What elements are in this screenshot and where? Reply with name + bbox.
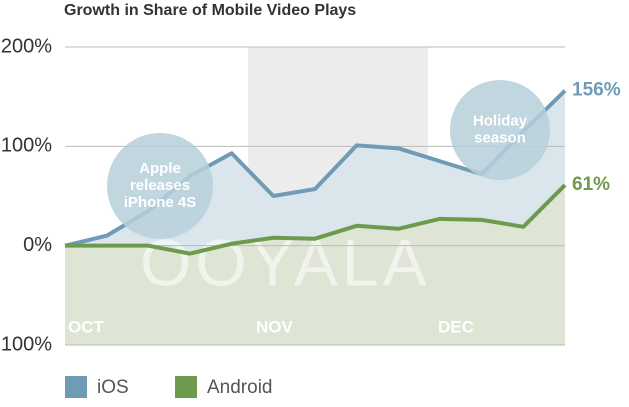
y-tick-label: 100%	[1, 135, 52, 157]
area	[65, 185, 565, 345]
legend-swatch	[175, 376, 197, 398]
legend-swatch	[65, 376, 87, 398]
chart-title: Growth in Share of Mobile Video Plays	[64, 2, 356, 19]
period-label: NOV	[256, 317, 294, 336]
period-label: DEC	[438, 317, 474, 336]
period-label: OCT	[68, 317, 105, 336]
annotation: Apple releases iPhone 4S	[124, 160, 197, 211]
legend-label: iOS	[97, 377, 129, 398]
end-label: 156%	[572, 80, 621, 101]
annotation-bubble	[450, 80, 550, 180]
y-tick-label: 100%	[1, 333, 52, 355]
legend-label: Android	[207, 377, 273, 398]
end-label: 61%	[572, 174, 610, 195]
y-tick-label: 200%	[1, 35, 52, 57]
line	[65, 183, 567, 256]
y-tick-label: 0%	[23, 234, 52, 256]
annotation: Holiday season	[473, 112, 528, 146]
annotation-bubble	[107, 133, 213, 239]
